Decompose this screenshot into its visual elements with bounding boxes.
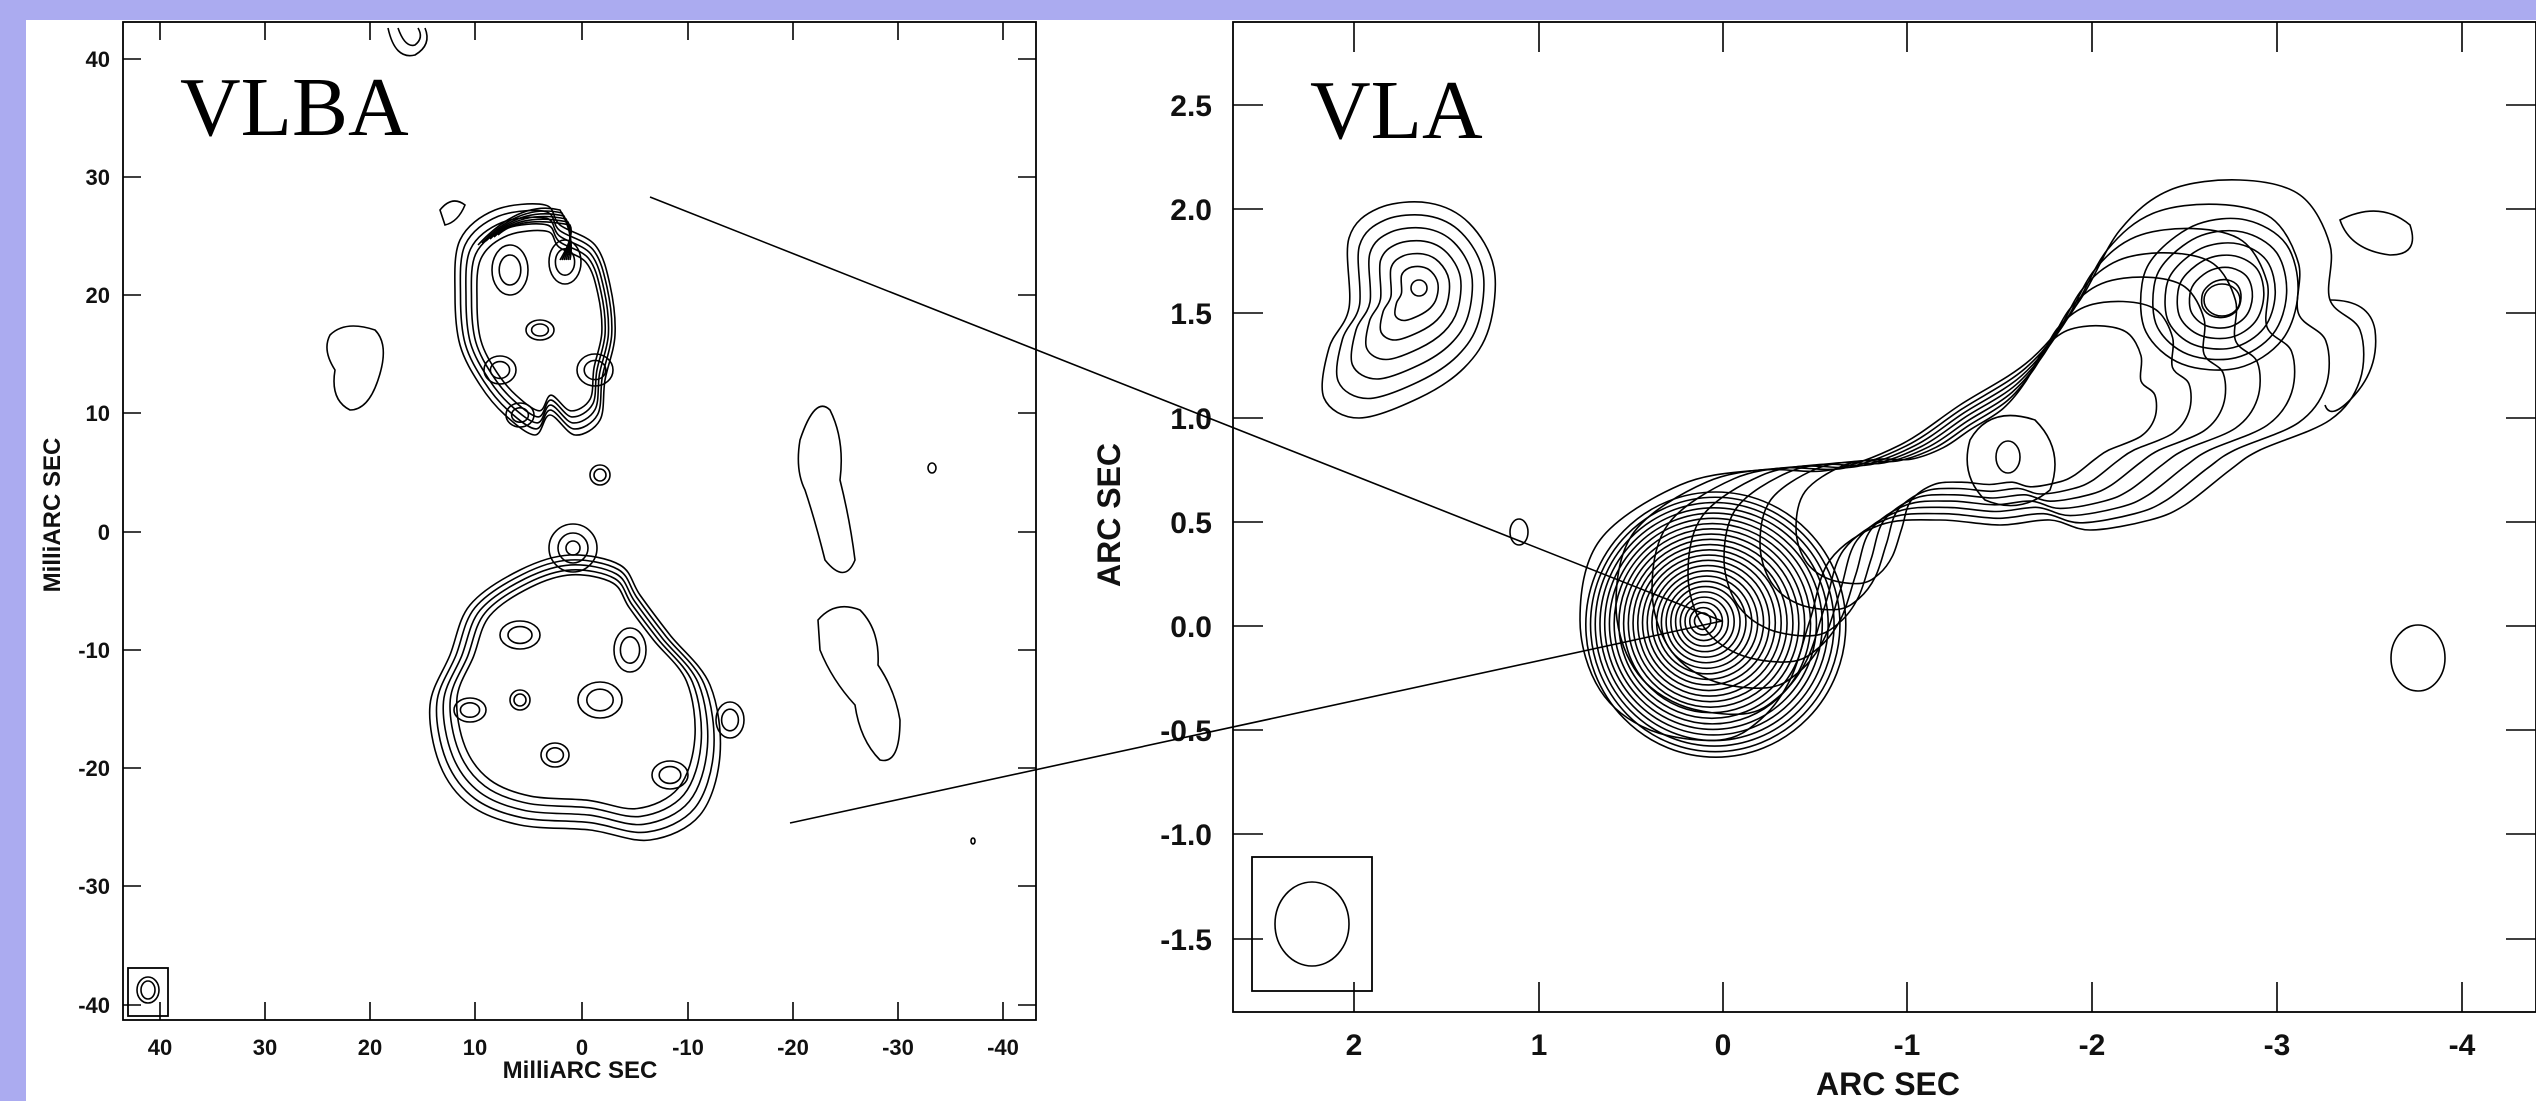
vlba-x-tick-label: 0 bbox=[576, 1035, 588, 1060]
vla-x-tick-label: -4 bbox=[2449, 1029, 2476, 1062]
vla-x-tick-label: 0 bbox=[1715, 1029, 1732, 1062]
vla-x-axis-label: ARC SEC bbox=[1816, 1066, 1960, 1101]
vlba-x-tick-label: -10 bbox=[672, 1035, 704, 1060]
vlba-beam bbox=[127, 967, 169, 1017]
vlba-y-tick-label: -20 bbox=[78, 756, 110, 781]
vlba-x-tick-label: 40 bbox=[148, 1035, 172, 1060]
vla-y-tick-label: 2.5 bbox=[1170, 90, 1212, 123]
vla-title: VLA bbox=[1310, 64, 1483, 157]
vlba-y-tick-label: 30 bbox=[86, 165, 110, 190]
vla-frame bbox=[1232, 21, 2536, 1013]
vlba-panel: 40 30 20 10 0 -10 -20 -30 -40 40 30 20 10 0 -10 -20 -30… bbox=[39, 21, 1037, 1084]
connector-lines bbox=[649, 196, 1723, 824]
vla-x-tick-label: 2 bbox=[1346, 1029, 1363, 1062]
vlba-y-tick-label: 20 bbox=[86, 283, 110, 308]
vla-ticks bbox=[1233, 22, 2536, 1012]
vla-x-tick-label: 1 bbox=[1531, 1029, 1548, 1062]
vlba-x-tick-labels: 40 30 20 10 0 -10 -20 -30 -40 bbox=[148, 1035, 1019, 1060]
vlba-frame bbox=[122, 21, 1037, 1021]
vla-y-tick-label: -0.5 bbox=[1160, 715, 1212, 748]
vlba-title: VLBA bbox=[180, 61, 409, 154]
vlba-x-axis-label: MilliARC SEC bbox=[503, 1057, 658, 1084]
vla-beam bbox=[1251, 856, 1373, 992]
vlba-x-tick-label: -20 bbox=[777, 1035, 809, 1060]
vla-y-tick-label: 1.0 bbox=[1170, 403, 1212, 436]
vla-panel: 2 1 0 -1 -2 -3 -4 2.5 2.0 1.5 1.0 0.5 0.0 -0.5 -1.0 -1… bbox=[1091, 21, 2536, 1101]
vlba-x-tick-label: 10 bbox=[463, 1035, 487, 1060]
vla-x-tick-label: -1 bbox=[1894, 1029, 1921, 1062]
vlba-y-tick-label: -40 bbox=[78, 993, 110, 1018]
vla-y-tick-label: -1.0 bbox=[1160, 819, 1212, 852]
vla-y-tick-label: -1.5 bbox=[1160, 924, 1212, 957]
vlba-x-tick-label: -30 bbox=[882, 1035, 914, 1060]
vlba-y-tick-label: -10 bbox=[78, 638, 110, 663]
vlba-y-axis-label: MilliARC SEC bbox=[39, 438, 66, 593]
white-panel bbox=[26, 20, 2536, 1101]
vlba-ticks bbox=[123, 22, 1036, 1020]
vla-x-tick-label: -2 bbox=[2079, 1029, 2106, 1062]
vlba-y-tick-label: 0 bbox=[98, 520, 110, 545]
vlba-x-tick-label: 30 bbox=[253, 1035, 277, 1060]
vlba-y-tick-label: -30 bbox=[78, 874, 110, 899]
vlba-x-tick-label: 20 bbox=[358, 1035, 382, 1060]
vla-y-tick-labels: 2.5 2.0 1.5 1.0 0.5 0.0 -0.5 -1.0 -1.5 bbox=[1160, 90, 1212, 957]
vla-y-tick-label: 1.5 bbox=[1170, 298, 1212, 331]
vla-x-tick-labels: 2 1 0 -1 -2 -3 -4 bbox=[1346, 1029, 2476, 1062]
vla-y-tick-label: 0.5 bbox=[1170, 507, 1212, 540]
vlba-y-tick-label: 40 bbox=[86, 47, 110, 72]
vla-y-axis-label: ARC SEC bbox=[1091, 443, 1127, 587]
vlba-y-tick-label: 10 bbox=[86, 401, 110, 426]
vlba-contours bbox=[326, 27, 976, 845]
vlba-y-tick-labels: 40 30 20 10 0 -10 -20 -30 -40 bbox=[78, 47, 110, 1018]
vlba-x-tick-label: -40 bbox=[987, 1035, 1019, 1060]
vla-y-tick-label: 2.0 bbox=[1170, 194, 1212, 227]
vla-y-tick-label: 0.0 bbox=[1170, 611, 1212, 644]
vla-x-tick-label: -3 bbox=[2264, 1029, 2291, 1062]
